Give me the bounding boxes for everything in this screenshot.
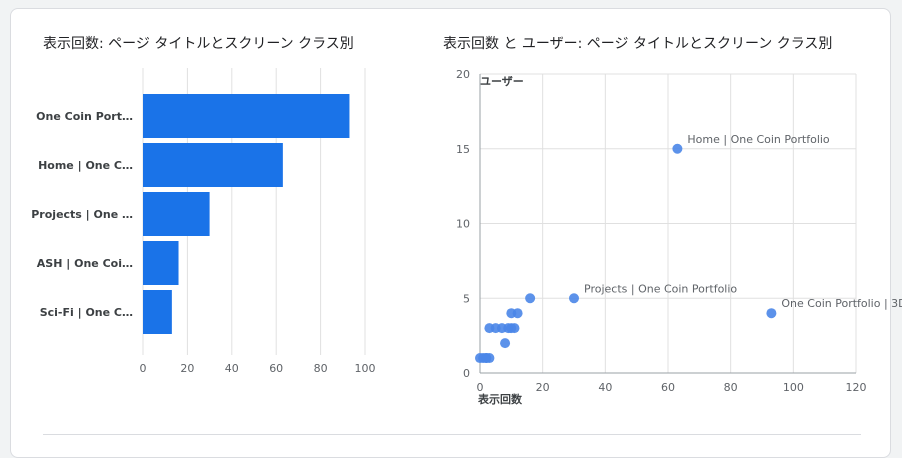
x-tick-label: 100 xyxy=(355,362,376,375)
x-tick-label: 120 xyxy=(846,381,867,394)
section-divider xyxy=(43,434,861,435)
bar xyxy=(143,143,283,187)
category-label: Projects | One … xyxy=(31,208,133,221)
point-label: One Coin Portfolio | 3DCG｜VR/AR｜YouTube作… xyxy=(781,297,902,310)
scatter-point xyxy=(484,323,495,334)
category-label: ASH | One Coi… xyxy=(37,257,133,270)
scatter-point xyxy=(500,338,511,349)
scatter-point xyxy=(481,353,492,364)
x-tick-label: 0 xyxy=(477,381,484,394)
x-tick-label: 40 xyxy=(225,362,239,375)
bar xyxy=(143,94,350,138)
point-label: Home | One Coin Portfolio xyxy=(687,133,830,146)
category-label: Sci-Fi | One C… xyxy=(40,306,133,319)
bar-chart-title: 表示回数: ページ タイトルとスクリーン クラス別 xyxy=(43,36,354,52)
y-tick-label: 5 xyxy=(463,292,470,305)
x-tick-label: 20 xyxy=(536,381,550,394)
bar xyxy=(143,241,179,285)
x-tick-label: 0 xyxy=(140,362,147,375)
scatter-point xyxy=(766,308,777,319)
y-axis-title: ユーザー xyxy=(480,75,524,88)
category-label: Home | One C… xyxy=(38,159,133,172)
bar xyxy=(143,290,172,334)
x-tick-label: 40 xyxy=(598,381,612,394)
x-tick-label: 80 xyxy=(314,362,328,375)
point-label: Projects | One Coin Portfolio xyxy=(584,282,737,295)
x-tick-label: 20 xyxy=(180,362,194,375)
x-tick-label: 60 xyxy=(661,381,675,394)
x-tick-label: 80 xyxy=(724,381,738,394)
y-tick-label: 15 xyxy=(456,143,470,156)
x-tick-label: 100 xyxy=(783,381,804,394)
y-tick-label: 10 xyxy=(456,218,470,231)
scatter-point xyxy=(672,143,683,154)
bar-chart: 0 20 40 60 80 100 One Coin Port… Home | One C… P… xyxy=(31,68,376,375)
y-tick-label: 20 xyxy=(456,68,470,81)
y-tick-label: 0 xyxy=(463,367,470,380)
scatter-point xyxy=(506,308,517,319)
scatter-chart-title: 表示回数 と ユーザー: ページ タイトルとスクリーン クラス別 xyxy=(443,36,833,52)
x-axis-title: 表示回数 xyxy=(477,392,523,406)
x-tick-label: 60 xyxy=(269,362,283,375)
scatter-point xyxy=(569,293,579,304)
bar xyxy=(143,192,210,236)
category-label: One Coin Port… xyxy=(36,110,133,123)
scatter-point xyxy=(525,293,536,304)
